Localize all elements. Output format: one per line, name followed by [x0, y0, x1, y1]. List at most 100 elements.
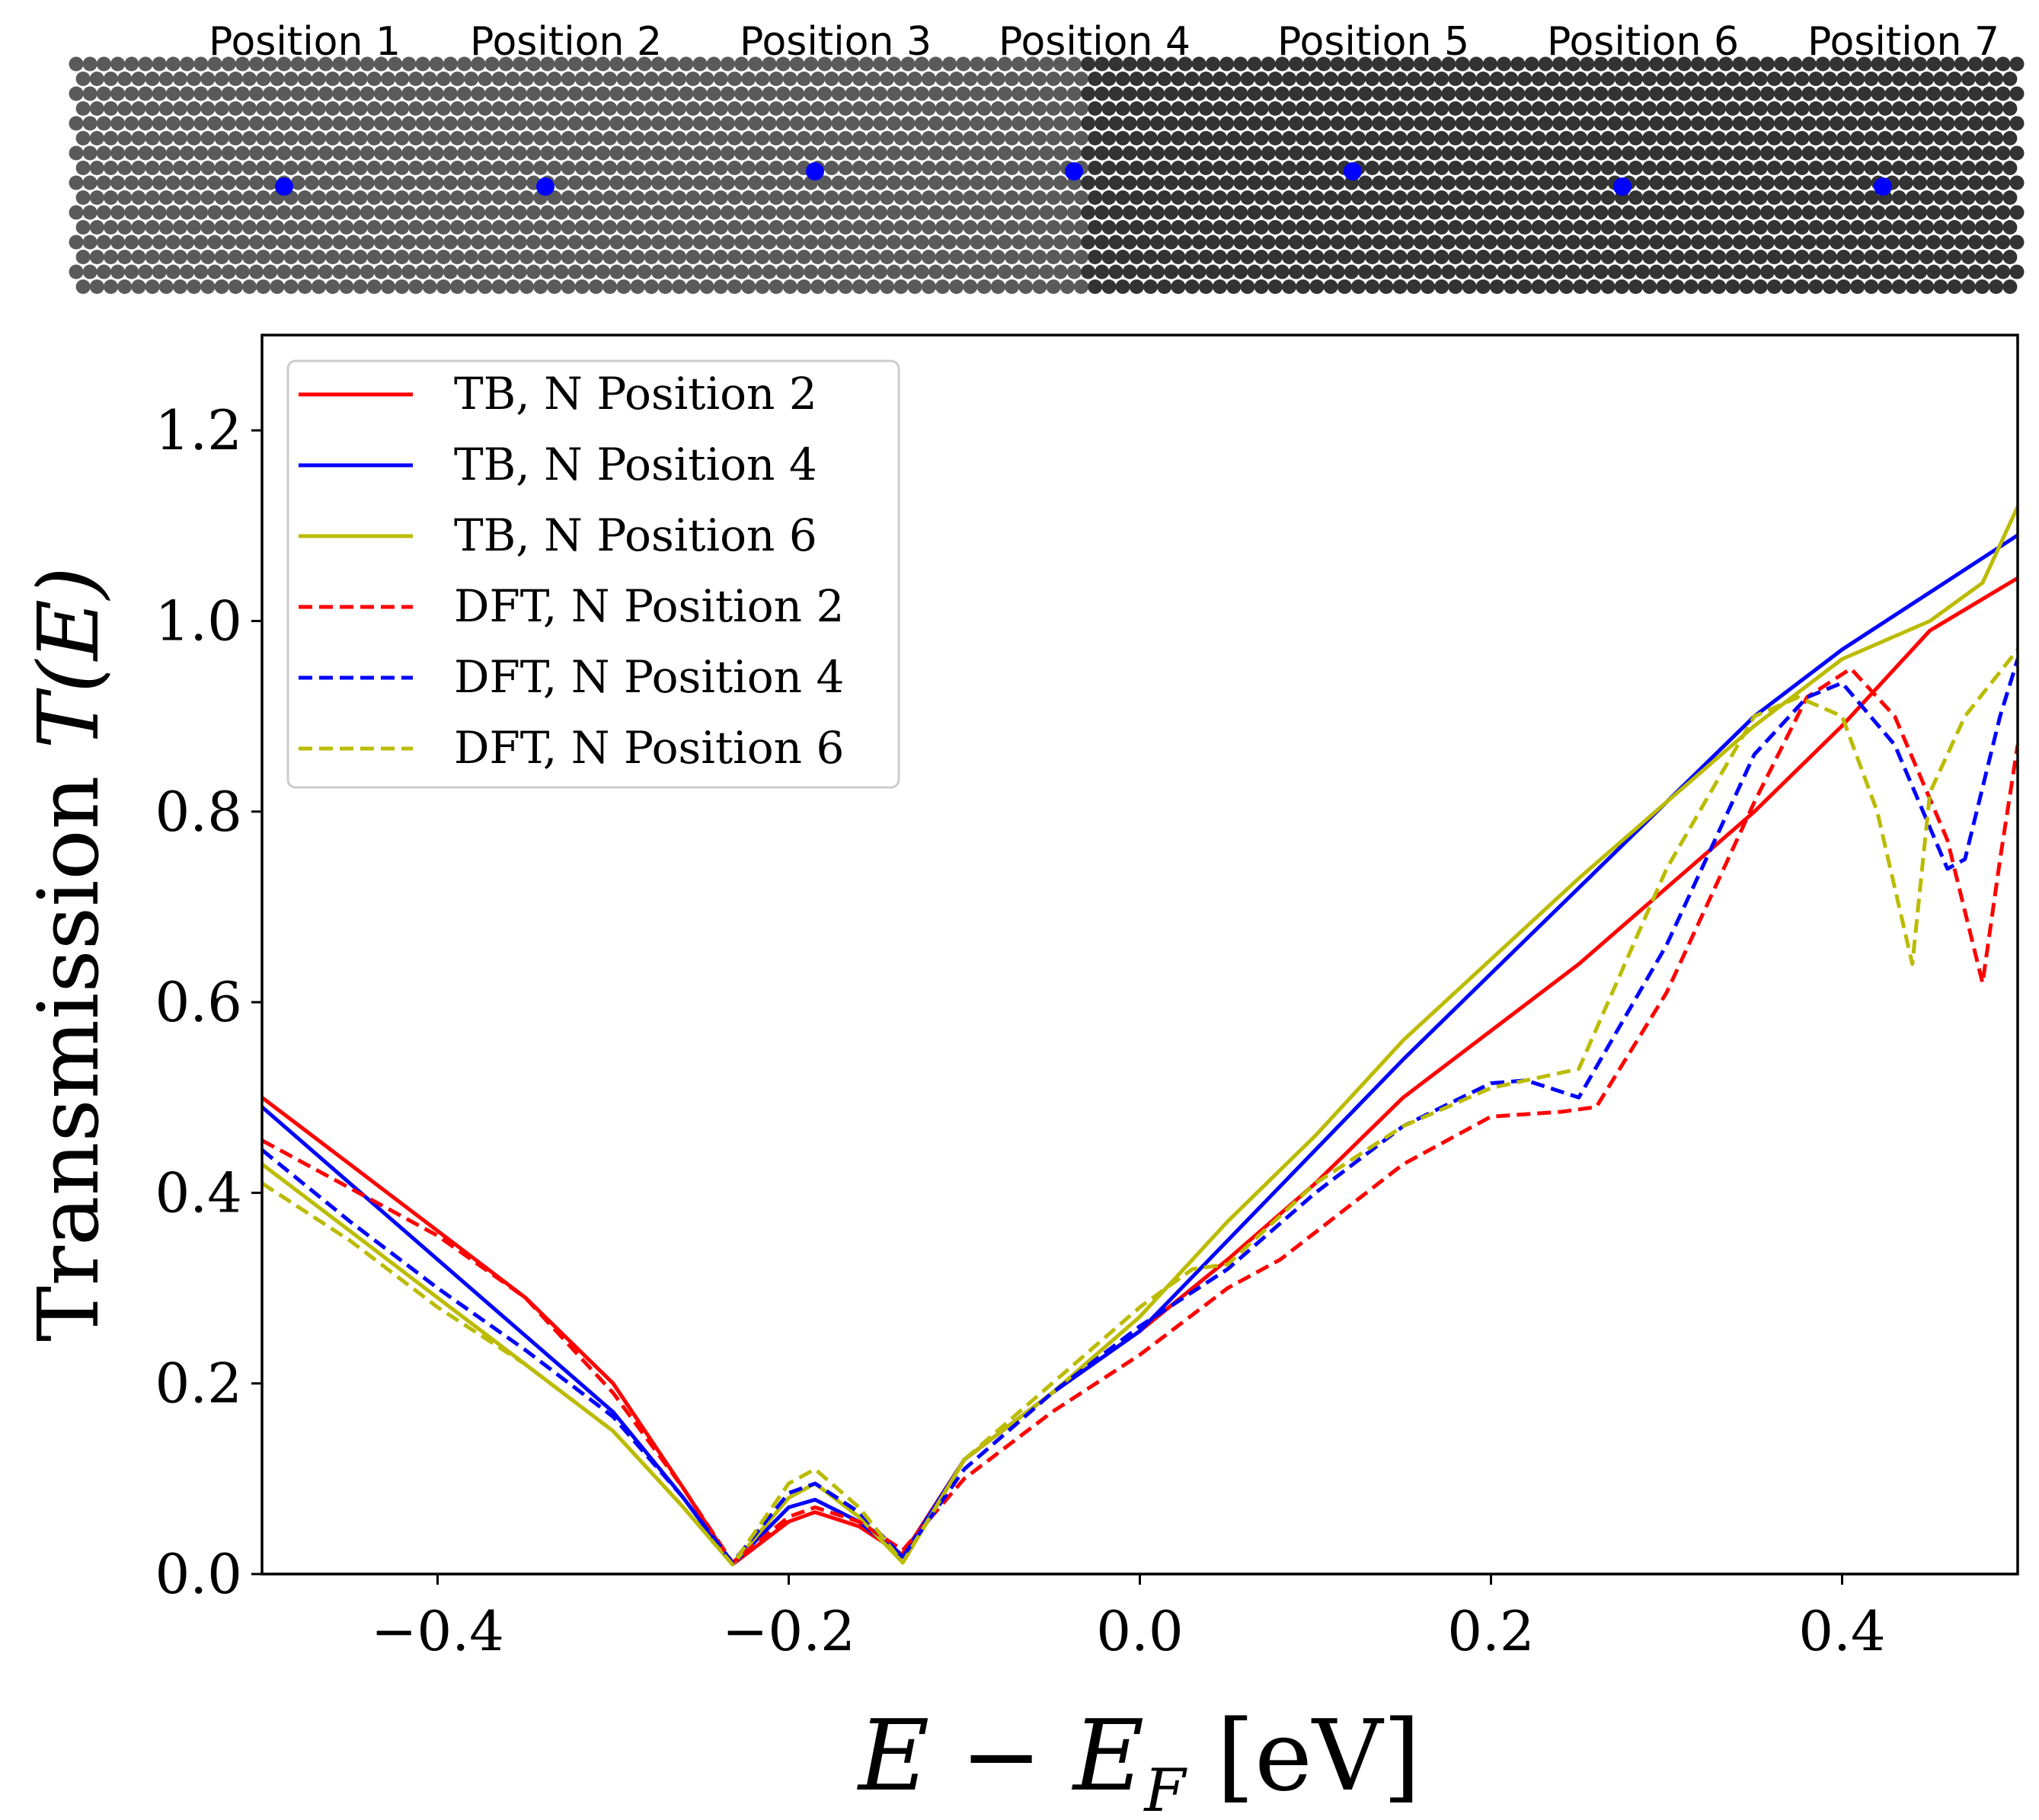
lattice-atom — [1676, 145, 1692, 161]
lattice-atom — [1046, 72, 1061, 86]
lattice-atom — [180, 175, 195, 190]
lattice-atom — [921, 190, 936, 205]
lattice-atom — [775, 264, 791, 279]
lattice-atom — [1836, 101, 1851, 116]
lattice-atom — [824, 279, 839, 294]
lattice-atom — [478, 72, 493, 86]
lattice-atom — [1392, 131, 1408, 145]
lattice-atom — [706, 205, 721, 220]
lattice-atom — [997, 86, 1012, 101]
lattice-atom — [596, 56, 611, 72]
lattice-atom — [1593, 264, 1609, 279]
lattice-atom — [1233, 56, 1248, 72]
lattice-atom — [1247, 116, 1262, 131]
lattice-atom — [1718, 205, 1734, 220]
lattice-atom — [1967, 235, 1983, 250]
lattice-atom — [505, 190, 520, 205]
lattice-atom — [519, 101, 534, 116]
lattice-atom — [96, 56, 111, 72]
lattice-atom — [1012, 175, 1027, 190]
lattice-atom — [1018, 72, 1034, 86]
lattice-atom — [1441, 205, 1456, 220]
lattice-atom — [734, 145, 749, 161]
lattice-atom — [1795, 101, 1810, 116]
lattice-atom — [956, 56, 971, 72]
lattice-atom — [1475, 72, 1491, 86]
lattice-atom — [734, 116, 749, 131]
lattice-atom — [873, 116, 888, 131]
lattice-atom — [1815, 86, 1830, 101]
lattice-atom — [1698, 250, 1712, 264]
lattice-atom — [200, 190, 216, 205]
lattice-atom — [831, 264, 846, 279]
lattice-atom — [158, 220, 174, 235]
lattice-atom — [366, 72, 382, 86]
lattice-atom — [1552, 116, 1567, 131]
lattice-atom — [242, 279, 257, 294]
lattice-atom — [165, 264, 181, 279]
lattice-atom — [1683, 220, 1699, 235]
lattice-atom — [1191, 56, 1206, 72]
lattice-atom — [990, 131, 1005, 145]
lattice-atom — [1795, 161, 1810, 175]
lattice-atom — [450, 250, 465, 264]
lattice-atom — [388, 205, 403, 220]
lattice-atom — [332, 86, 347, 101]
lattice-atom — [900, 175, 916, 190]
lattice-atom — [1122, 205, 1137, 220]
lattice-atom — [110, 264, 126, 279]
lattice-atom — [1857, 205, 1872, 220]
lattice-atom — [263, 235, 278, 250]
lattice-atom — [1475, 250, 1491, 264]
lattice-atom — [692, 264, 708, 279]
lattice-atom — [1282, 131, 1296, 145]
lattice-atom — [1469, 175, 1484, 190]
lattice-atom — [1441, 175, 1456, 190]
lattice-atom — [1302, 56, 1318, 72]
lattice-atom — [1005, 101, 1019, 116]
lattice-atom — [789, 145, 804, 161]
lattice-atom — [228, 220, 243, 235]
lattice-atom — [637, 205, 652, 220]
lattice-atom — [1101, 72, 1117, 86]
lattice-atom — [193, 264, 209, 279]
lattice-atom — [96, 145, 111, 161]
lattice-atom — [325, 131, 340, 145]
lattice-atom — [1676, 264, 1692, 279]
lattice-atom — [1184, 190, 1200, 205]
lattice-atom — [484, 175, 500, 190]
lattice-atom — [1538, 264, 1553, 279]
lattice-atom — [1081, 235, 1096, 250]
lattice-atom — [1795, 190, 1810, 205]
lattice-atom — [858, 145, 874, 161]
lattice-atom — [679, 205, 694, 220]
lattice-atom — [1607, 145, 1622, 161]
lattice-atom — [283, 279, 299, 294]
lattice-atom — [665, 235, 680, 250]
lattice-atom — [1649, 116, 1664, 131]
lattice-atom — [1940, 116, 1955, 131]
lattice-atom — [637, 145, 652, 161]
lattice-atom — [852, 279, 867, 294]
lattice-atom — [1711, 72, 1727, 86]
lattice-atom — [360, 175, 375, 190]
lattice-atom — [1504, 161, 1519, 175]
lattice-atom — [1032, 161, 1047, 175]
lattice-atom — [165, 145, 181, 161]
lattice-atom — [1462, 279, 1477, 294]
lattice-atom — [1607, 86, 1622, 101]
lattice-atom — [983, 56, 999, 72]
lattice-atom — [304, 264, 319, 279]
lattice-atom — [782, 190, 797, 205]
lattice-atom — [1774, 235, 1789, 250]
lattice-atom — [395, 101, 410, 116]
lattice-atom — [2002, 190, 2018, 205]
lattice-atom — [734, 235, 749, 250]
lattice-atom — [602, 131, 618, 145]
lattice-atom — [658, 161, 673, 175]
position-label-6: Position 6 — [1547, 19, 1739, 65]
lattice-atom — [256, 190, 271, 205]
lattice-atom — [290, 235, 305, 250]
lattice-atom — [1178, 56, 1193, 72]
lattice-atom — [1296, 220, 1311, 235]
